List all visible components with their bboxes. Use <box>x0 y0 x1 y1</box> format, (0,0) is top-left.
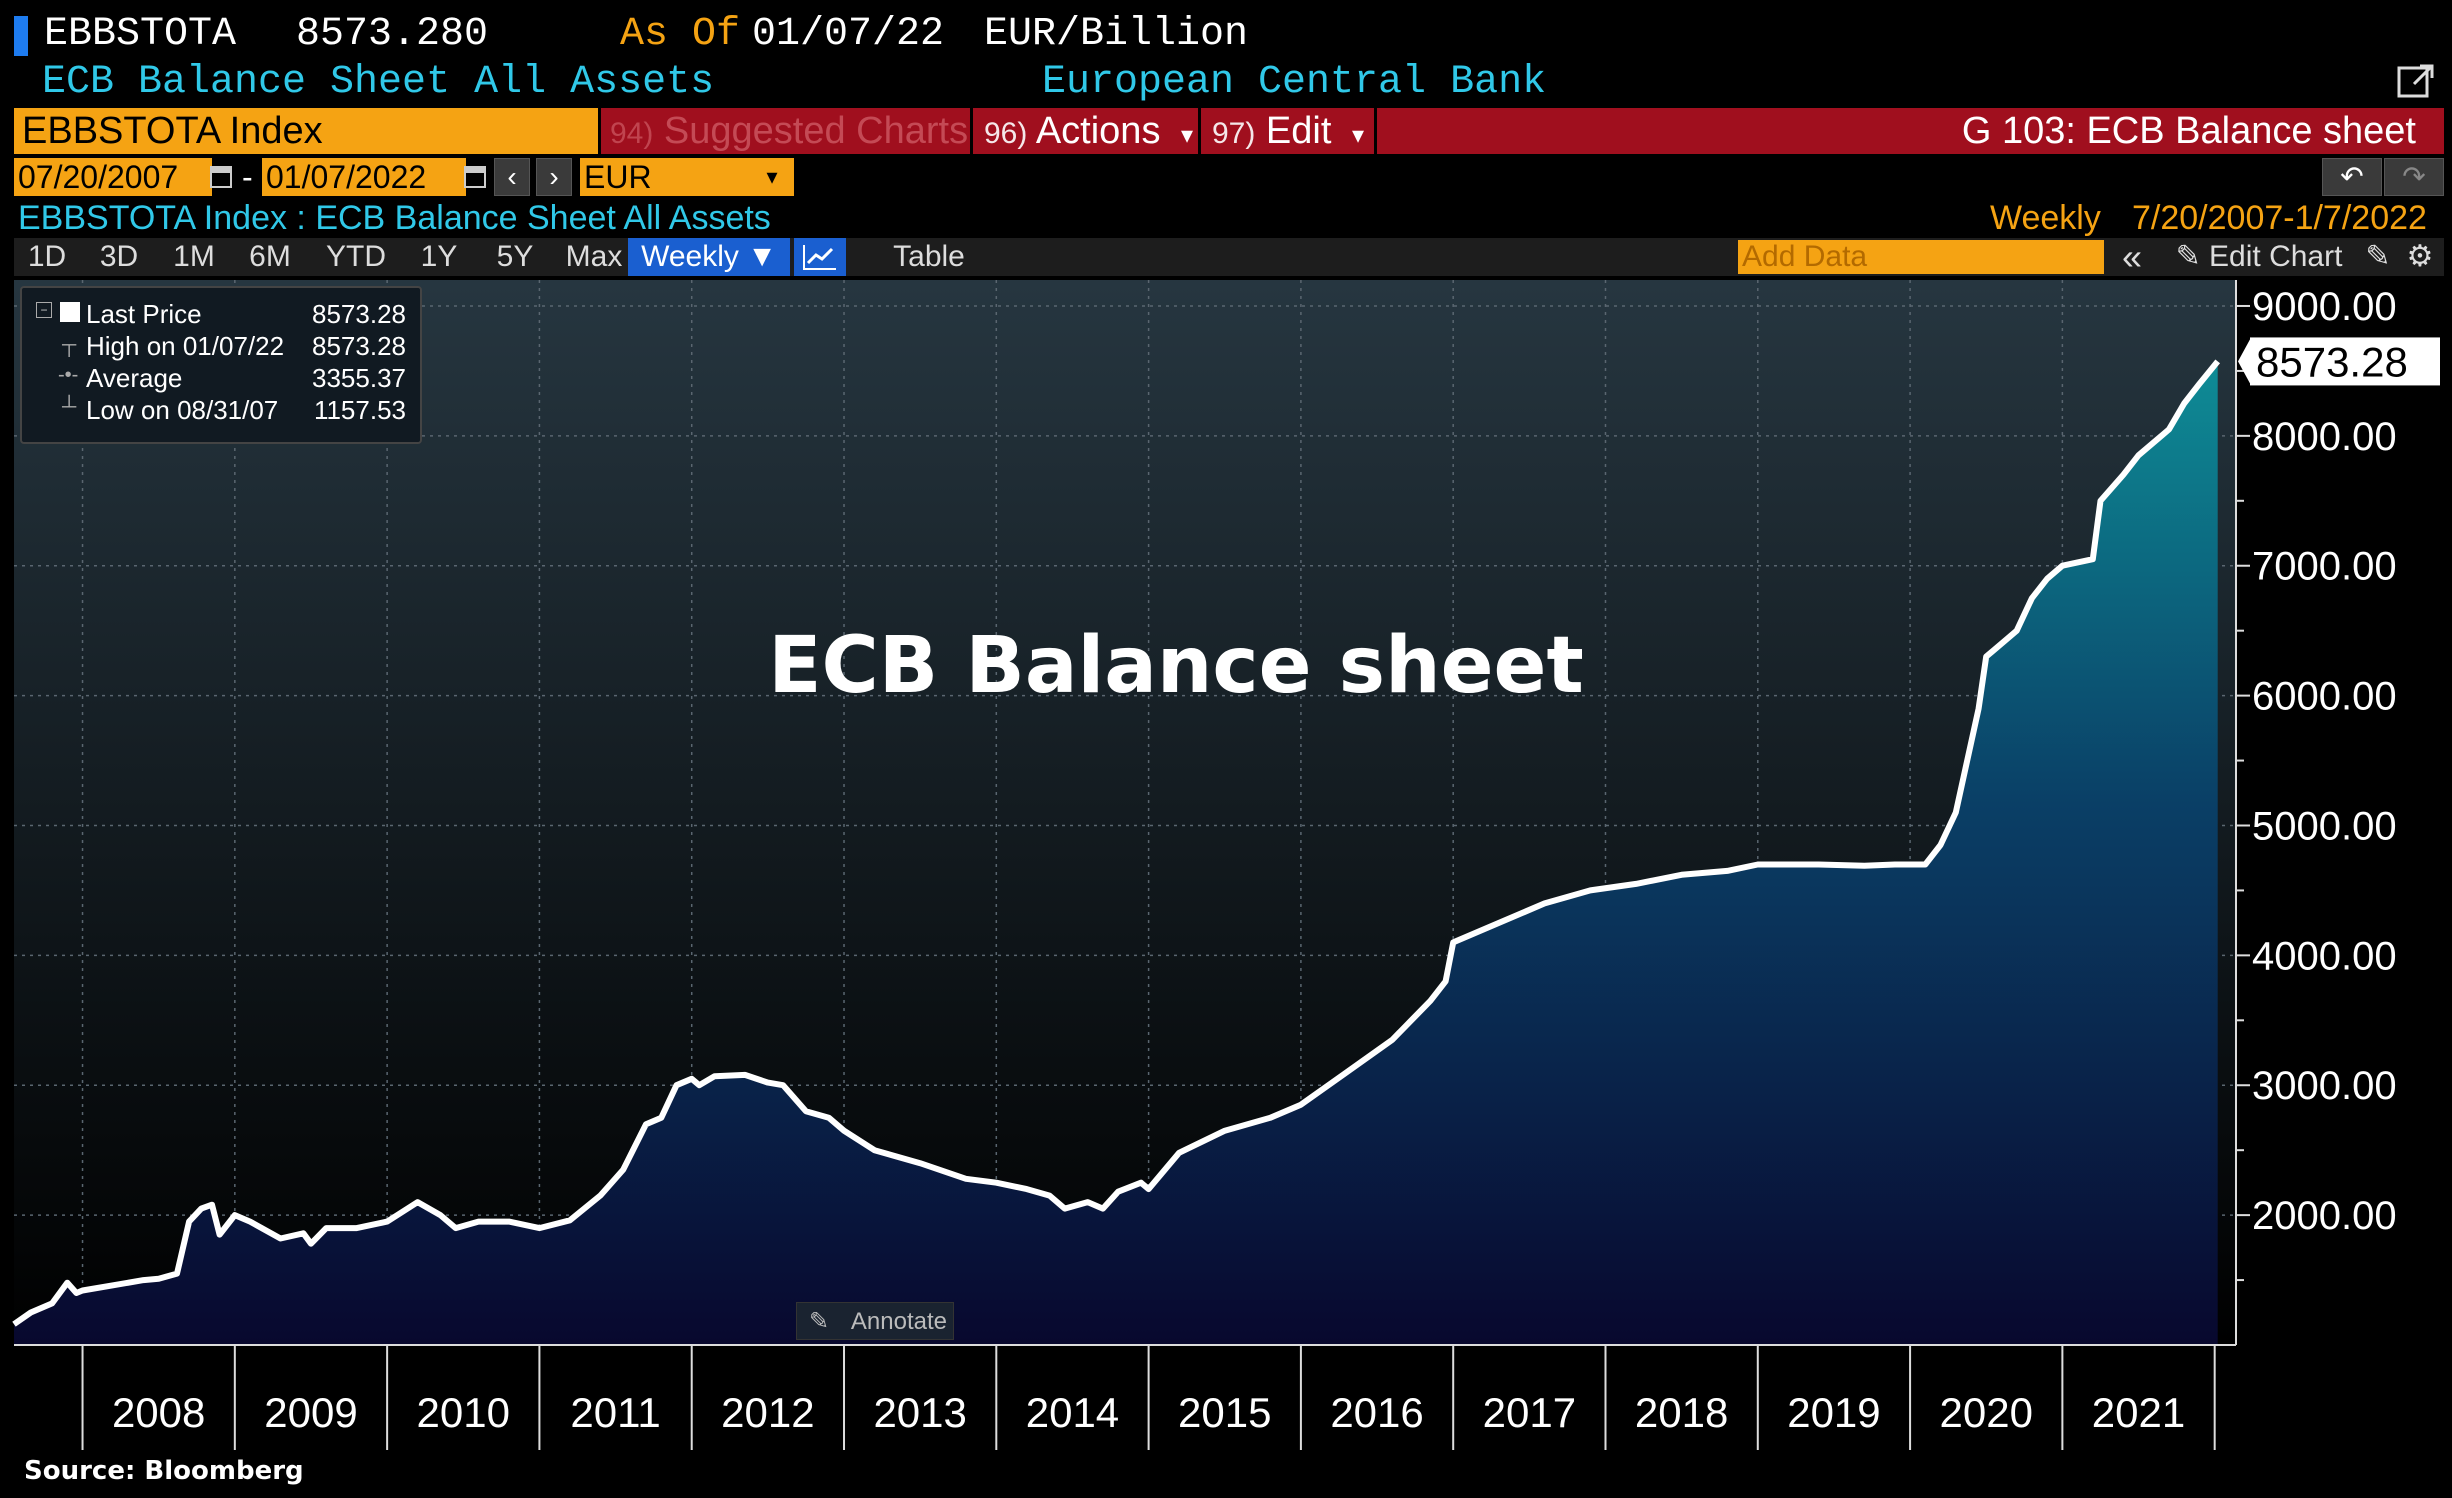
y-axis: 9000.00 8000.00 7000.00 6000.00 5000.00 4000.… <box>2236 285 2397 1282</box>
previous-period-button[interactable]: ‹ <box>494 158 530 196</box>
pencil-icon: ✎ <box>2175 240 2201 273</box>
legend-last-price: Last Price 8573.28 <box>86 299 406 329</box>
collapse-icon[interactable]: « <box>2121 236 2143 277</box>
settings-icon[interactable]: ⚙ <box>2406 240 2434 273</box>
security-input[interactable]: EBBSTOTA Index <box>14 108 598 154</box>
calendar-icon[interactable] <box>210 164 232 188</box>
chart-subtitle: EBBSTOTA Index : ECB Balance Sheet All A… <box>18 199 771 237</box>
x-tick-label: 2011 <box>570 1389 660 1436</box>
as-of-label: As Of <box>620 12 741 57</box>
y-tick-label: 2000.00 <box>2252 1194 2397 1238</box>
source-note: Source: Bloomberg <box>24 1456 304 1486</box>
x-tick-label: 2014 <box>1026 1389 1119 1436</box>
units-label: EUR/Billion <box>984 12 1249 57</box>
y-tick-label: 5000.00 <box>2252 804 2397 848</box>
next-period-button[interactable]: › <box>536 158 572 196</box>
tab-3d[interactable]: 3D <box>99 240 139 273</box>
tab-1y[interactable]: 1Y <box>420 240 458 273</box>
y-tick-label: 4000.00 <box>2252 934 2397 978</box>
high-marker-icon: ┬ <box>62 334 77 356</box>
y-tick-label: 6000.00 <box>2252 675 2397 719</box>
end-date-input[interactable]: 01/07/2022 <box>262 158 466 196</box>
x-tick-label: 2020 <box>1940 1389 2033 1436</box>
y-tick-label: 9000.00 <box>2252 285 2397 329</box>
tab-6m[interactable]: 6M <box>249 240 291 273</box>
popout-icon[interactable] <box>2396 62 2436 102</box>
x-tick-label: 2013 <box>873 1389 966 1436</box>
x-tick-label: 2017 <box>1483 1389 1576 1436</box>
collapse-legend-icon[interactable]: − <box>36 302 52 318</box>
x-tick-label: 2010 <box>417 1389 510 1436</box>
command-bar: EBBSTOTA Index 94) Suggested Charts 96) … <box>14 108 2444 154</box>
page-title: G 103: ECB Balance sheet <box>1961 110 2416 152</box>
chevron-down-icon[interactable]: ▾ <box>750 158 794 196</box>
annotate-button[interactable]: ✎ Annotate <box>796 1302 954 1340</box>
last-value-box <box>2250 337 2440 386</box>
y-tick-label: 7000.00 <box>2252 545 2397 589</box>
pencil-icon: ✎ <box>809 1308 830 1335</box>
last-value-tag: 8573.28 <box>2238 337 2440 386</box>
period-select[interactable]: Weekly ▼ <box>628 238 790 276</box>
x-tick-label: 2021 <box>2092 1389 2185 1436</box>
low-marker-icon: ┴ <box>62 396 77 418</box>
x-tick-label: 2009 <box>264 1389 357 1436</box>
x-tick-label: 2012 <box>721 1389 814 1436</box>
redo-button[interactable]: ↷ <box>2384 158 2444 196</box>
period-tab-bar: 1D 3D 1M 6M YTD 1Y 5Y Max Weekly ▼ Table… <box>14 238 2444 276</box>
add-data-input[interactable]: Add Data <box>1738 240 2104 274</box>
line-chart-icon[interactable] <box>794 238 846 276</box>
actions-menu[interactable]: 96) Actions ▾ <box>984 110 1194 152</box>
y-tick-label: 8000.00 <box>2252 415 2397 459</box>
table-button[interactable]: Table <box>893 240 965 273</box>
as-of-date: 01/07/22 <box>752 12 945 57</box>
x-tick-label: 2008 <box>112 1389 205 1436</box>
x-tick-label: 2019 <box>1787 1389 1880 1436</box>
date-range-label: 7/20/2007-1/7/2022 <box>2132 199 2427 237</box>
area-fill <box>14 361 2218 1345</box>
tab-1m[interactable]: 1M <box>173 240 215 273</box>
x-tick-label: 2015 <box>1178 1389 1271 1436</box>
edit-menu[interactable]: 97) Edit ▾ <box>1212 110 1365 152</box>
series-color-swatch <box>60 302 80 322</box>
range-bar: 07/20/2007 - 01/07/2022 ‹ › EUR ▾ ↶ ↷ <box>14 158 2444 196</box>
last-value-pointer <box>2238 339 2250 384</box>
tab-max[interactable]: Max <box>565 240 623 273</box>
price-line <box>12 359 2221 1327</box>
last-value-label: 8573.28 <box>2256 338 2408 385</box>
chart-title: ECB Balance sheet <box>768 621 1583 711</box>
legend-low: Low on 08/31/07 1157.53 <box>86 395 406 425</box>
legend-high: High on 01/07/22 8573.28 <box>86 331 406 361</box>
tab-5y[interactable]: 5Y <box>496 240 534 273</box>
calendar-icon[interactable] <box>464 164 486 188</box>
frequency-label: Weekly <box>1990 199 2101 237</box>
chart-svg: 9000.00 8000.00 7000.00 6000.00 5000.00 4000.… <box>12 280 2440 1450</box>
ticker-color-marker <box>14 16 28 56</box>
x-axis: 2008 2009 2010 2011 2012 2013 2014 2015 2016 2017… <box>81 1345 2216 1450</box>
currency-select[interactable]: EUR <box>580 158 756 196</box>
suggested-charts-button[interactable]: 94) Suggested Charts <box>610 110 969 152</box>
undo-button[interactable]: ↶ <box>2322 158 2382 196</box>
y-tick-label: 3000.00 <box>2252 1064 2397 1108</box>
edit-chart-button[interactable]: ✎ Edit Chart <box>2175 240 2343 273</box>
security-description: ECB Balance Sheet All Assets <box>42 60 715 105</box>
legend-box: − Last Price 8573.28 ┬ High on 01/07/22 85… <box>20 286 422 444</box>
legend-average: Average 3355.37 <box>86 363 406 393</box>
tab-ytd[interactable]: YTD <box>326 240 386 273</box>
date-separator: - <box>242 159 253 195</box>
x-tick-label: 2016 <box>1330 1389 1423 1436</box>
start-date-input[interactable]: 07/20/2007 <box>14 158 212 196</box>
tab-1d[interactable]: 1D <box>27 240 67 273</box>
x-tick-label: 2018 <box>1635 1389 1728 1436</box>
ticker-symbol: EBBSTOTA <box>44 12 237 57</box>
edit-icon[interactable]: ✎ <box>2365 240 2391 273</box>
data-source-name: European Central Bank <box>1042 60 1547 105</box>
last-value: 8573.280 <box>296 12 489 57</box>
average-marker-icon: -•- <box>58 364 79 386</box>
